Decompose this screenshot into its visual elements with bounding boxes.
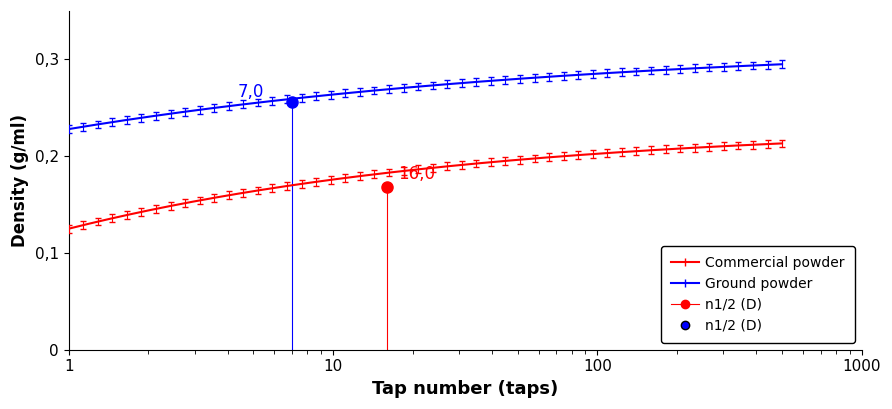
Y-axis label: Density (g/ml): Density (g/ml): [11, 114, 29, 247]
Legend: Commercial powder, Ground powder, n1/2 (D), n1/2 (D): Commercial powder, Ground powder, n1/2 (…: [661, 246, 855, 343]
Text: 7,0: 7,0: [237, 83, 263, 101]
X-axis label: Tap number (taps): Tap number (taps): [372, 380, 558, 398]
Text: 16,0: 16,0: [398, 165, 435, 183]
